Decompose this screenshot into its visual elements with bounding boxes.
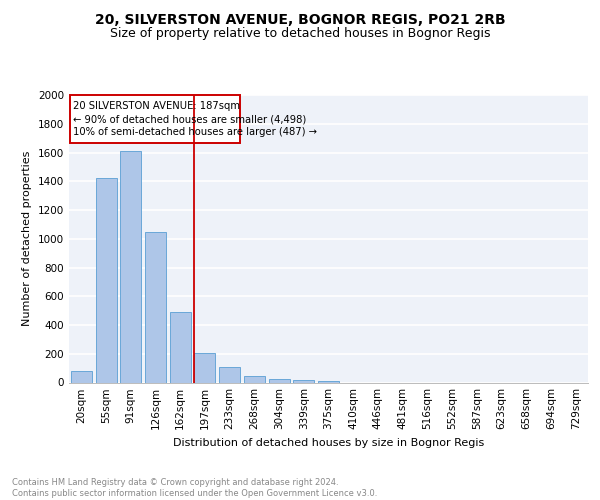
Bar	[244, 376, 265, 382]
Bar	[194, 353, 215, 382]
Text: 20 SILVERSTON AVENUE: 187sqm: 20 SILVERSTON AVENUE: 187sqm	[73, 102, 240, 112]
Bar	[219, 368, 240, 382]
Text: ← 90% of detached houses are smaller (4,498): ← 90% of detached houses are smaller (4,…	[73, 114, 307, 124]
Bar	[120, 151, 141, 382]
FancyBboxPatch shape	[70, 95, 239, 142]
Text: Size of property relative to detached houses in Bognor Regis: Size of property relative to detached ho…	[110, 28, 490, 40]
Bar	[145, 232, 166, 382]
X-axis label: Distribution of detached houses by size in Bognor Regis: Distribution of detached houses by size …	[173, 438, 484, 448]
Text: Contains HM Land Registry data © Crown copyright and database right 2024.
Contai: Contains HM Land Registry data © Crown c…	[12, 478, 377, 498]
Bar	[170, 312, 191, 382]
Text: 10% of semi-detached houses are larger (487) →: 10% of semi-detached houses are larger (…	[73, 128, 317, 138]
Bar	[95, 178, 116, 382]
Bar	[293, 380, 314, 382]
Bar	[269, 379, 290, 382]
Bar	[71, 371, 92, 382]
Text: 20, SILVERSTON AVENUE, BOGNOR REGIS, PO21 2RB: 20, SILVERSTON AVENUE, BOGNOR REGIS, PO2…	[95, 12, 505, 26]
Y-axis label: Number of detached properties: Number of detached properties	[22, 151, 32, 326]
